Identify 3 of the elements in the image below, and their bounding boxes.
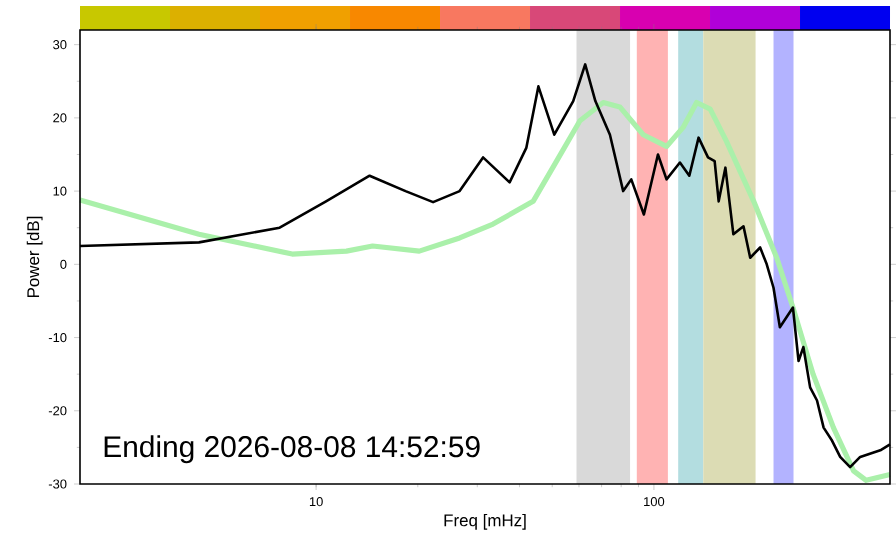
annotation: Ending 2026-08-08 14:52:59	[104, 435, 480, 464]
x-axis-title: Freq [mHz]	[444, 513, 526, 530]
y-axis-title: Power [dB]	[26, 216, 43, 298]
